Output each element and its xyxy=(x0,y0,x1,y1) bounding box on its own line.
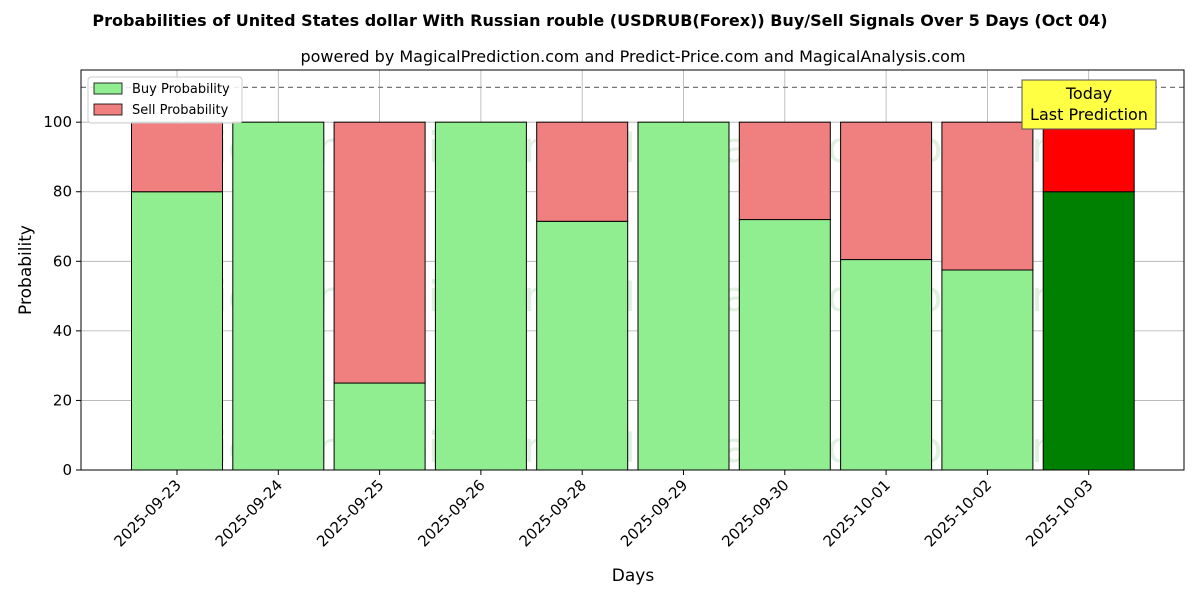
x-tick-label: 2025-09-26 xyxy=(414,476,488,550)
x-tick-label: 2025-09-24 xyxy=(212,476,286,550)
buy-bar xyxy=(131,191,223,471)
buy-bar xyxy=(738,219,831,471)
x-tick-label: 2025-10-02 xyxy=(921,476,995,550)
sell-bar xyxy=(131,121,223,193)
legend-sell-swatch xyxy=(93,103,123,116)
sell-bar xyxy=(738,121,831,221)
y-tick-label: 0 xyxy=(62,461,72,479)
y-tick-label: 80 xyxy=(53,183,72,201)
sell-bar xyxy=(333,121,426,384)
y-tick-label: 100 xyxy=(43,113,72,131)
sell-bar xyxy=(1042,121,1135,193)
legend-box xyxy=(87,76,243,124)
y-axis-label: Probability xyxy=(16,225,36,315)
y-tick-label: 40 xyxy=(53,322,72,340)
plot-frame xyxy=(80,69,1185,471)
legend-buy-swatch xyxy=(93,82,123,95)
legend-sell-label: Sell Probability xyxy=(132,103,229,118)
buy-bar xyxy=(637,121,730,471)
sell-bar xyxy=(941,121,1034,271)
chart-title: Probabilities of United States dollar Wi… xyxy=(92,11,1107,30)
buy-bar xyxy=(536,220,629,471)
bars xyxy=(131,121,1135,471)
y-tick-label: 60 xyxy=(53,252,72,270)
legend-buy-label: Buy Probability xyxy=(132,82,230,97)
buy-bar xyxy=(1042,191,1135,471)
buy-bar xyxy=(232,121,325,471)
chart-subtitle: powered by MagicalPrediction.com and Pre… xyxy=(300,47,965,66)
buy-bar xyxy=(941,269,1034,471)
y-axis-ticks: 0 20 40 60 80 100 xyxy=(43,113,81,479)
sell-bar xyxy=(536,121,629,222)
x-tick-label: 2025-10-03 xyxy=(1022,476,1096,550)
sell-bar xyxy=(840,121,933,261)
legend: Buy Probability Sell Probability xyxy=(87,76,243,124)
x-tick-label: 2025-09-25 xyxy=(313,476,387,550)
buy-bar xyxy=(434,121,527,471)
buy-bar xyxy=(333,382,426,471)
annotation-line2: Last Prediction xyxy=(1030,105,1148,124)
x-tick-label: 2025-09-29 xyxy=(617,476,691,550)
x-tick-label: 2025-09-23 xyxy=(110,476,184,550)
x-axis-ticks: 2025-09-23 2025-09-24 2025-09-25 2025-09-26… xyxy=(110,470,1097,550)
x-tick-label: 2025-10-01 xyxy=(820,476,894,550)
annotation-line1: Today xyxy=(1065,84,1112,103)
buy-bar xyxy=(840,259,933,471)
x-tick-label: 2025-09-30 xyxy=(718,476,792,550)
x-axis-label: Days xyxy=(612,566,655,586)
annotation-box xyxy=(1021,79,1157,130)
x-tick-label: 2025-09-28 xyxy=(516,476,590,550)
y-tick-label: 20 xyxy=(53,391,72,409)
today-annotation: Today Last Prediction xyxy=(1021,79,1157,130)
